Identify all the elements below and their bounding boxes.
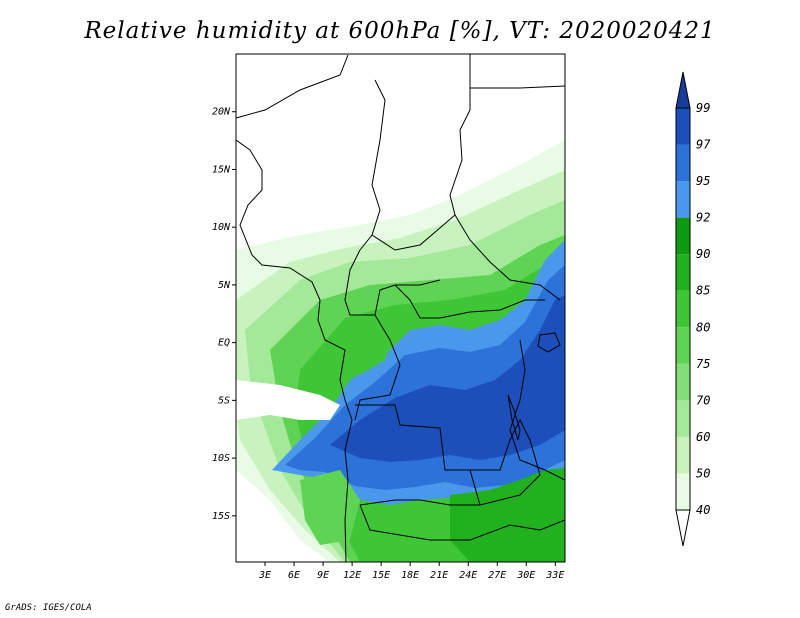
lat-tick-label: 5S bbox=[218, 395, 230, 406]
border-car-south bbox=[371, 214, 561, 301]
lon-tick-label: 15E bbox=[372, 570, 390, 581]
map-title: Relative humidity at 600hPa [%], VT: 202… bbox=[84, 18, 716, 44]
humidity-region-green-southeast bbox=[450, 468, 565, 562]
border-drc-west bbox=[354, 314, 401, 421]
humidity-field bbox=[236, 54, 565, 562]
colorbar-upper-triangle bbox=[675, 71, 691, 109]
coastline-west-africa bbox=[236, 139, 353, 562]
colorbar: 40 50 60 70 75 80 85 90 92 95 97 99 bbox=[675, 71, 711, 547]
longitude-axis: 3E 6E 9E 12E 15E 18E 21E 24E 27E 30E 33E bbox=[258, 562, 564, 581]
lat-tick-label: 10S bbox=[212, 453, 230, 464]
map-frame bbox=[235, 53, 566, 563]
border-sahara bbox=[236, 54, 349, 119]
lon-tick-label: 21E bbox=[430, 570, 448, 581]
colorbar-box bbox=[676, 473, 690, 510]
colorbar-box bbox=[676, 400, 690, 437]
lon-tick-label: 33E bbox=[545, 570, 564, 581]
colorbar-label: 70 bbox=[696, 393, 710, 407]
grads-credit: GrADS: IGES/COLA bbox=[5, 603, 92, 613]
colorbar-label: 92 bbox=[696, 211, 710, 225]
lat-tick-label: 5N bbox=[218, 280, 231, 291]
colorbar-box bbox=[676, 181, 690, 218]
colorbar-label: 95 bbox=[696, 174, 710, 188]
colorbar-label: 75 bbox=[696, 357, 710, 371]
colorbar-label: 97 bbox=[696, 138, 711, 152]
country-boundaries bbox=[236, 54, 565, 562]
lat-tick-label: EQ bbox=[218, 338, 230, 349]
lon-tick-label: 18E bbox=[401, 570, 419, 581]
humidity-region-dry-atlantic bbox=[236, 380, 340, 420]
colorbar-box bbox=[676, 327, 690, 364]
lon-tick-label: 24E bbox=[459, 570, 477, 581]
colorbar-box bbox=[676, 290, 690, 328]
lat-tick-label: 15S bbox=[212, 511, 230, 522]
border-zambia bbox=[445, 418, 541, 506]
border-east-africa bbox=[509, 339, 565, 481]
lat-tick-label: 20N bbox=[212, 107, 231, 118]
colorbar-box bbox=[676, 108, 690, 145]
lat-tick-label: 15N bbox=[212, 164, 231, 175]
colorbar-box bbox=[676, 217, 690, 255]
lon-tick-label: 27E bbox=[488, 570, 506, 581]
latitude-axis: 20N 15N 10N 5N EQ 5S 10S 15S bbox=[212, 107, 236, 522]
border-chad-east bbox=[449, 54, 471, 216]
border-drc-north bbox=[394, 284, 545, 319]
border-namibia-botswana bbox=[359, 504, 565, 541]
lon-tick-label: 6E bbox=[288, 570, 300, 581]
lake-tanganyika bbox=[507, 394, 521, 441]
colorbar-label: 80 bbox=[696, 320, 710, 334]
colorbar-label: 50 bbox=[696, 466, 710, 480]
lat-tick-label: 10N bbox=[212, 222, 231, 233]
colorbar-box bbox=[676, 363, 690, 401]
colorbar-label: 99 bbox=[696, 101, 710, 115]
lon-tick-label: 9E bbox=[317, 570, 329, 581]
lon-tick-label: 3E bbox=[258, 570, 271, 581]
border-libya-sudan bbox=[470, 85, 565, 89]
colorbar-outline bbox=[675, 107, 691, 511]
colorbar-label: 90 bbox=[696, 247, 710, 261]
colorbar-label: 40 bbox=[696, 503, 710, 517]
colorbar-label: 85 bbox=[696, 284, 710, 298]
colorbar-label: 60 bbox=[696, 430, 710, 444]
colorbar-lower-triangle bbox=[675, 509, 691, 547]
humidity-region-99 bbox=[330, 295, 565, 462]
lon-tick-label: 30E bbox=[516, 570, 535, 581]
lon-tick-label: 12E bbox=[343, 570, 361, 581]
lake-victoria bbox=[537, 332, 561, 353]
colorbar-box bbox=[676, 144, 690, 182]
colorbar-box bbox=[676, 436, 690, 474]
colorbar-box bbox=[676, 254, 690, 291]
